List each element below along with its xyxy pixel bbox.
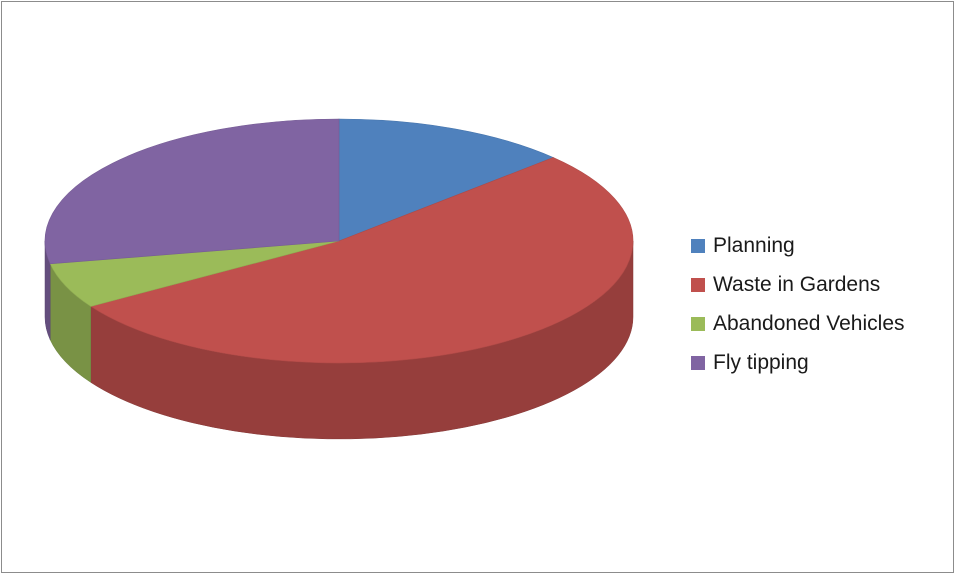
legend-item: Waste in Gardens bbox=[691, 265, 905, 304]
legend-swatch bbox=[691, 238, 705, 253]
legend-label: Abandoned Vehicles bbox=[713, 311, 905, 335]
legend-label: Planning bbox=[713, 233, 795, 257]
legend-label: Fly tipping bbox=[713, 350, 809, 374]
legend-item: Planning bbox=[691, 226, 905, 265]
legend-label: Waste in Gardens bbox=[713, 272, 881, 296]
legend: Planning Waste in Gardens Abandoned Vehicl… bbox=[691, 226, 905, 382]
pie-slice bbox=[338, 118, 555, 242]
legend-item: Abandoned Vehicles bbox=[691, 304, 905, 343]
legend-item: Fly tipping bbox=[691, 343, 905, 382]
legend-swatch bbox=[691, 355, 705, 370]
pie-slice bbox=[90, 157, 634, 364]
pie-slice bbox=[44, 118, 340, 265]
legend-swatch bbox=[691, 316, 705, 331]
legend-swatch bbox=[691, 277, 705, 292]
